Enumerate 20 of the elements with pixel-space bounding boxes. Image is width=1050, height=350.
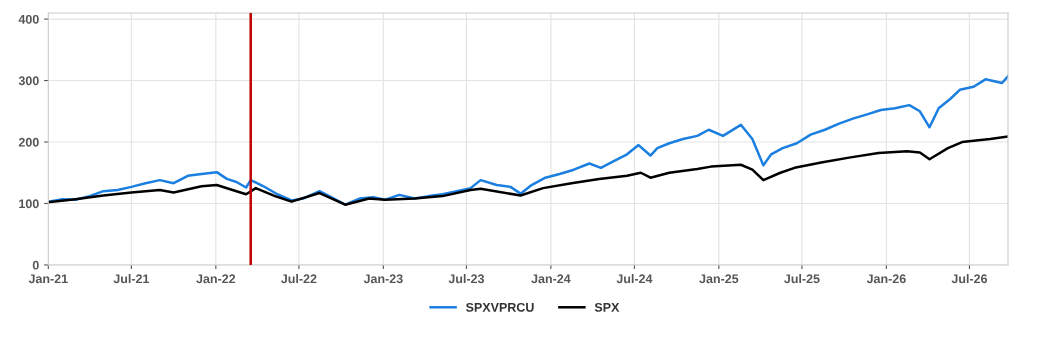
legend-label: SPXVPRCU (465, 302, 534, 312)
x-tick-label: Jan-24 (531, 274, 571, 284)
x-tick-label: Jul-25 (784, 273, 820, 284)
x-tick-label: Jul-23 (448, 273, 485, 284)
x-tick-label: Jan-26 (866, 274, 906, 284)
y-tick-label: 300 (18, 76, 39, 86)
x-tick-label: Jan-23 (363, 274, 403, 284)
x-tick-label: Jul-22 (281, 273, 317, 284)
y-tick-label: 100 (19, 199, 39, 209)
x-tick-label: Jan-21 (28, 274, 68, 284)
x-tick-label: Jan-25 (699, 274, 739, 284)
x-tick-label: Jul-26 (951, 273, 988, 284)
y-tick-label: 0 (32, 260, 39, 270)
x-tick-label: Jul-24 (616, 273, 653, 284)
x-tick-label: Jan-22 (196, 274, 236, 284)
legend-label: SPX (594, 302, 620, 312)
line-series (48, 135, 1008, 206)
x-tick-label: Jul-21 (113, 273, 150, 284)
y-tick-label: 400 (18, 14, 39, 24)
y-tick-label: 200 (18, 137, 39, 147)
